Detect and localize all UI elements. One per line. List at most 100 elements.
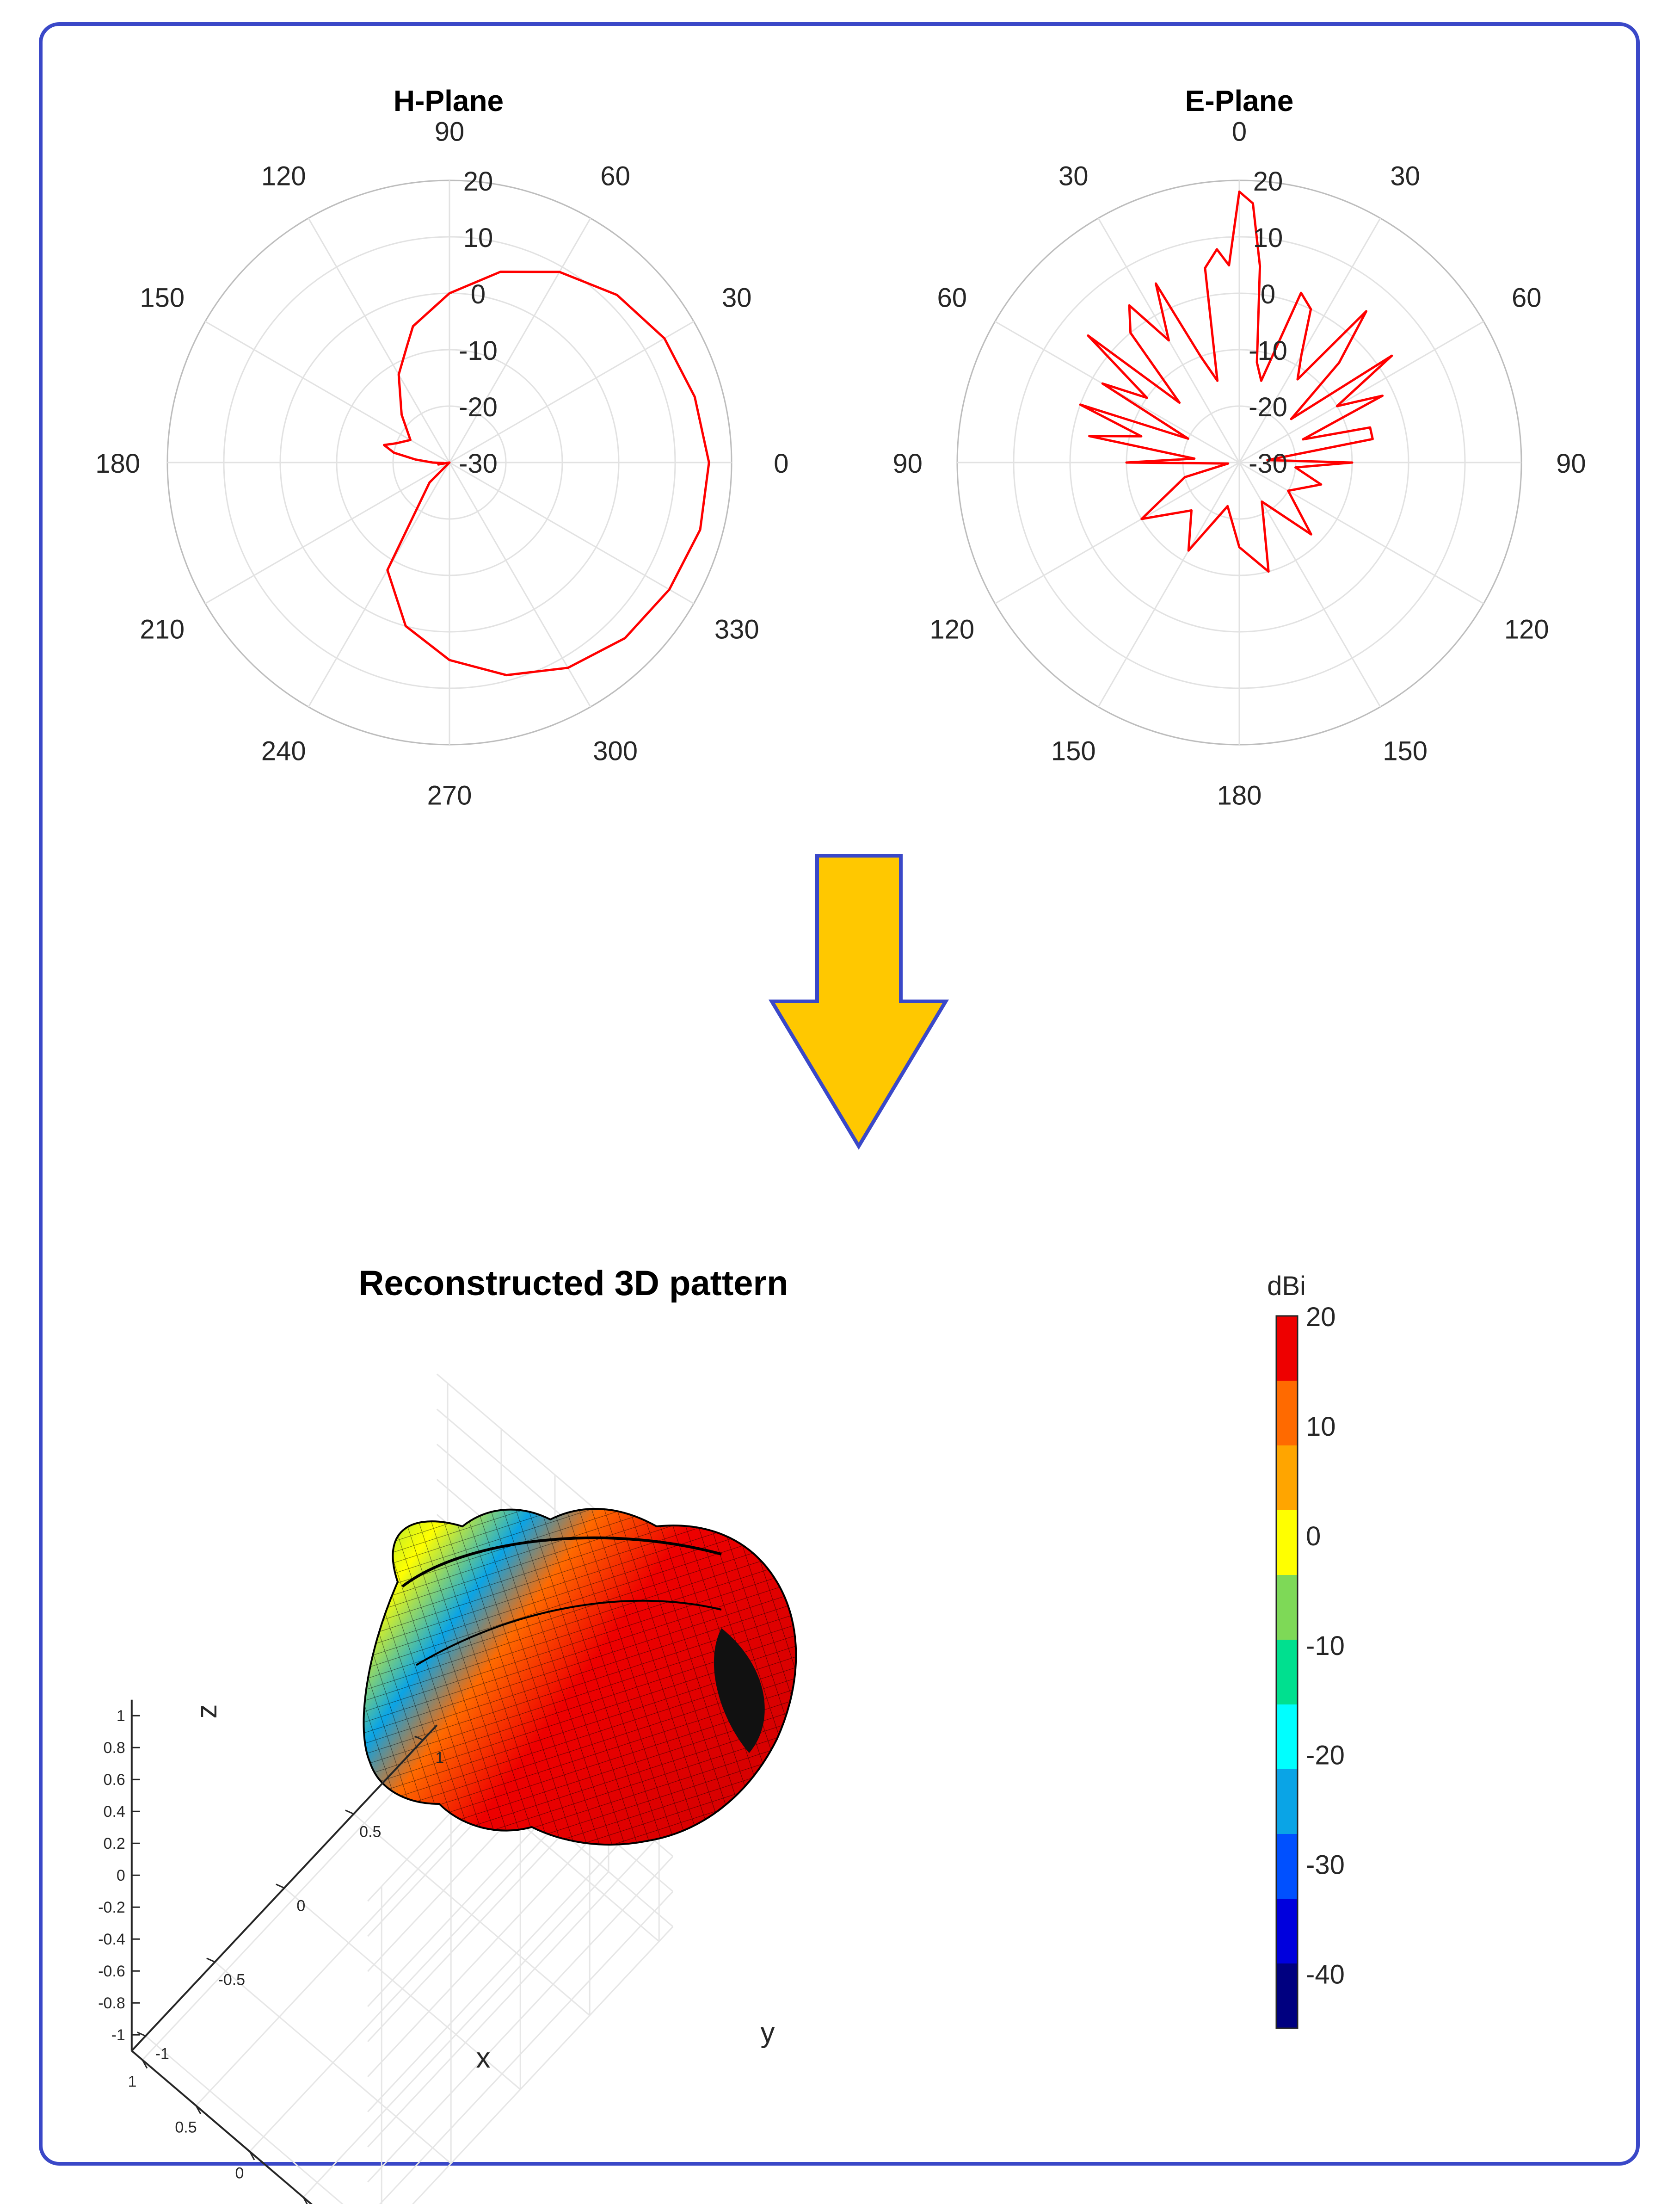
e-plane-spoke-150 <box>1238 462 1381 708</box>
y-tick-label: 0.5 <box>359 1823 381 1841</box>
y-axis-line <box>131 1724 438 2052</box>
colorbar-band <box>1276 1510 1298 1575</box>
colorbar-tick-label: -10 <box>1306 1631 1345 1661</box>
e-plane-angle-label: 60 <box>1512 283 1542 313</box>
z-tick-label: 0.6 <box>104 1771 125 1789</box>
x-tick-label: 0.5 <box>175 2119 197 2136</box>
h-plane-angle-label: 90 <box>435 117 465 147</box>
colorbar-tick-label: -30 <box>1306 1850 1345 1880</box>
colorbar-tick-label: 10 <box>1306 1412 1336 1442</box>
x-tick-mark <box>249 2151 255 2161</box>
colorbar-band <box>1276 1640 1298 1705</box>
z-tick-label: -0.4 <box>98 1931 125 1948</box>
e-plane-spoke-240 <box>994 462 1240 605</box>
e-plane-angle-label: 60 <box>937 283 967 313</box>
surface-gridline <box>353 1813 591 2016</box>
h-plane-angle-label: 60 <box>600 161 630 191</box>
colorbar-band <box>1276 1575 1298 1640</box>
colorbar-band <box>1276 1769 1298 1834</box>
figure-frame <box>39 22 1640 2166</box>
surface-ridge <box>401 1536 722 1588</box>
x-axis-line <box>131 2050 313 2204</box>
z-tick-label: -0.6 <box>98 1963 125 1980</box>
e-plane-angle-label: 90 <box>1556 449 1586 479</box>
colorbar-tick-label: -20 <box>1306 1741 1345 1771</box>
h-plane-r-tick-label: -10 <box>459 336 498 366</box>
h-plane-angle-label: 330 <box>714 615 759 645</box>
e-plane-r-tick-label: -20 <box>1249 392 1287 422</box>
e-plane-series-line-0 <box>1079 190 1393 573</box>
h-plane-angle-label: 240 <box>261 736 306 766</box>
e-plane-angle-label: 150 <box>1383 736 1428 766</box>
z-tick-label: -0.2 <box>98 1899 125 1916</box>
h-plane-spoke-30 <box>449 321 695 463</box>
colorbar-band <box>1276 1834 1298 1899</box>
e-plane-angle-label: 0 <box>1232 117 1247 147</box>
surface-3d-chart: Reconstructed 3D pattern 1 0.8 0.6 0.4 0.2 0 -… <box>98 1264 1298 2204</box>
e-plane-spoke-120 <box>1239 462 1484 605</box>
y-tick-label: 1 <box>435 1749 444 1767</box>
y-tick-mark <box>206 1957 215 1963</box>
e-plane-r-tick-label: 20 <box>1253 167 1283 197</box>
h-plane-angle-label: 300 <box>593 736 638 766</box>
surface-gridline <box>214 1961 452 2164</box>
e-plane-r-tick-label: -10 <box>1249 336 1287 366</box>
h-plane-spoke-240 <box>308 462 450 708</box>
e-plane-angle-label: 30 <box>1390 161 1420 191</box>
y-tick-label: 0 <box>296 1897 305 1915</box>
h-plane-spoke-210 <box>204 462 450 605</box>
surface-ridge <box>415 1599 722 1666</box>
z-tick-label: -0.8 <box>98 1994 125 2012</box>
h-plane-spoke-330 <box>449 462 695 605</box>
h-plane-angle-label: 270 <box>427 780 472 810</box>
y-axis-label: y <box>761 2017 775 2049</box>
e-plane-angle-label: 180 <box>1217 780 1262 810</box>
colorbar-band <box>1276 1316 1298 1381</box>
h-plane-angle-label: 0 <box>774 449 788 479</box>
e-plane-angle-label: 120 <box>1504 615 1549 645</box>
e-plane-spoke-210 <box>1097 462 1240 708</box>
x-tick-mark <box>195 2105 202 2115</box>
y-tick-mark <box>137 2031 146 2037</box>
z-axis-label: z <box>191 1704 223 1719</box>
x-tick-label: 0 <box>235 2165 244 2182</box>
h-plane-r-tick-label: 10 <box>463 223 493 253</box>
h-plane-angle-label: 150 <box>140 283 185 313</box>
h-plane-spoke-300 <box>449 462 591 708</box>
z-tick-label: 1 <box>117 1707 125 1725</box>
colorbar-label: dBi <box>1267 1271 1306 1301</box>
h-plane-r-tick-label: -30 <box>459 449 498 479</box>
h-plane-angle-label: 210 <box>140 615 185 645</box>
y-tick-label: -1 <box>155 2045 169 2063</box>
h-plane-r-tick-label: 20 <box>463 167 493 197</box>
h-plane-spoke-150 <box>204 321 450 463</box>
down-arrow-icon <box>768 854 949 1150</box>
e-plane-spoke-30 <box>1238 217 1381 463</box>
e-plane-spoke-60 <box>1239 321 1484 463</box>
radiation-surface-mesh <box>363 1509 796 1845</box>
colorbar: dBi 20 10 0 -10 -20 -30 -40 <box>1267 1271 1345 2029</box>
surface-null-cavity <box>714 1628 765 1753</box>
y-tick-mark <box>276 1883 285 1889</box>
colorbar-tick-label: -40 <box>1306 1960 1345 1990</box>
x-tick-mark <box>302 2197 308 2204</box>
y-tick-mark <box>345 1809 354 1815</box>
y-tick-mark <box>414 1735 424 1741</box>
h-plane-r-tick-label: 0 <box>471 279 486 309</box>
e-plane-r-tick-label: 0 <box>1261 279 1275 309</box>
colorbar-tick-label: 20 <box>1306 1302 1336 1332</box>
h-plane-angle-label: 120 <box>261 161 306 191</box>
colorbar-band <box>1276 1704 1298 1770</box>
h-plane-r-tick-label: -20 <box>459 392 498 422</box>
colorbar-band <box>1276 1963 1298 2029</box>
h-plane-angle-label: 30 <box>722 283 752 313</box>
x-axis-label: x <box>476 2042 491 2074</box>
y-tick-label: -0.5 <box>218 1971 246 1989</box>
e-plane-r-tick-label: 10 <box>1253 223 1283 253</box>
colorbar-outline <box>1275 1315 1298 2029</box>
z-tick-label: 0.4 <box>104 1803 125 1821</box>
h-plane-spoke-120 <box>308 217 450 463</box>
z-tick-label: 0 <box>117 1867 125 1884</box>
z-tick-label: 0.8 <box>104 1739 125 1757</box>
